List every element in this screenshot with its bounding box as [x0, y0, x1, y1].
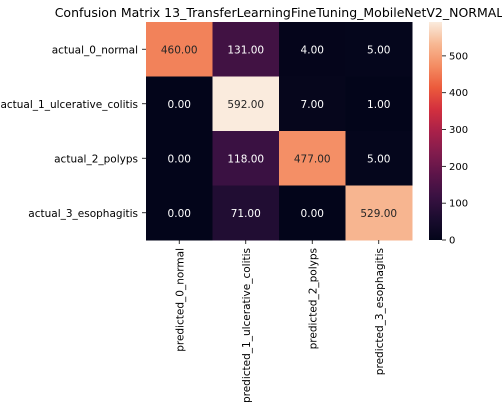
row-label: actual_2_polyps [54, 153, 138, 165]
heatmap-cell [212, 185, 280, 241]
column-label: predicted_2_polyps [307, 248, 319, 349]
cell-value-label: 0.00 [168, 153, 191, 165]
colorbar-tick-label: 100 [449, 199, 468, 210]
heatmap-cells: 460.00 131.00 4.00 5.00 0.00 592.00 7.00 1.00 0.… [146, 22, 413, 241]
cell-value-label: 529.00 [360, 208, 397, 220]
heatmap-cell [146, 185, 213, 241]
column-label: predicted_1_ulcerative_colitis [241, 248, 253, 402]
colorbar-ticks: 0 100 200 300 400 500 [442, 51, 468, 247]
chart-title: Confusion Matrix 13_TransferLearningFine… [55, 5, 502, 20]
cell-value-label: 0.00 [301, 208, 324, 220]
colorbar-tick-label: 400 [449, 88, 468, 99]
heatmap-cell [279, 185, 346, 241]
cell-value-label: 5.00 [367, 153, 390, 165]
heatmap-cell [146, 131, 213, 186]
cell-value-label: 0.00 [168, 99, 191, 111]
row-labels: actual_0_normal actual_1_ulcerative_colit… [0, 44, 146, 220]
cell-value-label: 4.00 [301, 44, 324, 56]
heatmap-cell [146, 76, 213, 132]
column-label: predicted_0_normal [174, 248, 186, 352]
heatmap-cell [279, 76, 346, 132]
cell-value-label: 1.00 [367, 99, 390, 111]
heatmap-cell [345, 131, 413, 186]
cell-value-label: 7.00 [301, 99, 324, 111]
heatmap-cell [212, 76, 280, 132]
heatmap-cell [345, 185, 413, 241]
cell-value-label: 131.00 [227, 44, 264, 56]
cell-value-label: 71.00 [231, 208, 261, 220]
heatmap-cell [345, 76, 413, 132]
heatmap-cell [279, 22, 346, 77]
heatmap-cell [279, 131, 346, 186]
cell-value-label: 477.00 [294, 153, 331, 165]
cell-value-label: 460.00 [161, 44, 198, 56]
colorbar-tick-label: 500 [449, 51, 468, 62]
row-label: actual_3_esophagitis [28, 208, 138, 220]
colorbar: 0 100 200 300 400 500 [429, 22, 468, 247]
column-label: predicted_3_esophagitis [374, 248, 386, 375]
cell-value-label: 5.00 [367, 44, 390, 56]
colorbar-gradient [429, 22, 442, 240]
cell-value-label: 592.00 [227, 99, 264, 111]
column-labels: predicted_0_normal predicted_1_ulcerative… [174, 240, 386, 402]
cell-value-label: 118.00 [227, 153, 264, 165]
heatmap-cell [345, 22, 413, 77]
cell-value-label: 0.00 [168, 208, 191, 220]
row-label: actual_0_normal [52, 44, 138, 56]
heatmap-cell [212, 22, 280, 77]
heatmap-cell [212, 131, 280, 186]
heatmap-cell [146, 22, 213, 77]
colorbar-tick-label: 200 [449, 162, 468, 173]
colorbar-tick-label: 0 [449, 236, 455, 247]
colorbar-tick-label: 300 [449, 125, 468, 136]
row-label: actual_1_ulcerative_colitis [0, 99, 138, 111]
